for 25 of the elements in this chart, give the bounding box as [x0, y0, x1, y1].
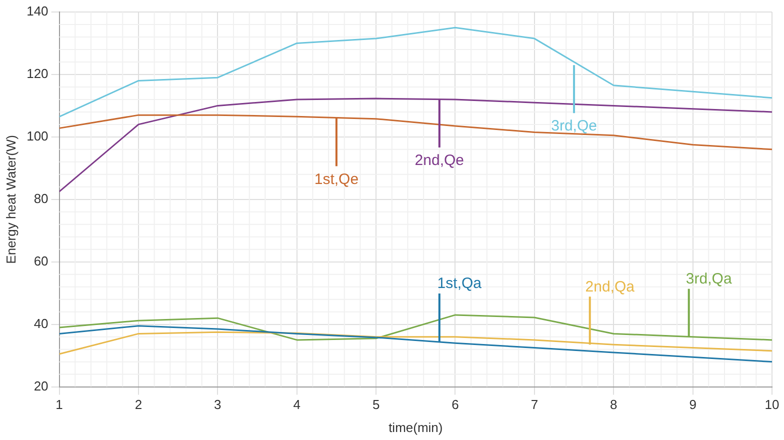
x-tick-label: 9	[689, 397, 696, 412]
x-tick-label: 4	[293, 397, 300, 412]
y-tick-label: 40	[34, 316, 48, 331]
annotation: 2nd,Qe	[414, 152, 464, 170]
x-tick-label: 1	[56, 397, 63, 412]
x-tick-label: 10	[764, 397, 780, 412]
x-axis-title: time(min)	[388, 420, 443, 435]
y-tick-label: 80	[34, 190, 48, 206]
y-tick-label: 140	[26, 4, 48, 19]
x-tick-label: 3	[214, 397, 222, 412]
annotation: 1st,Qe	[314, 170, 359, 188]
y-tick-label: 120	[26, 66, 48, 82]
x-tick-label: 8	[610, 397, 618, 412]
x-tick-label: 6	[452, 397, 459, 412]
y-axis-title: Energy heat Water(W)	[3, 134, 18, 264]
y-tick-label: 20	[34, 378, 48, 394]
y-tick-label: 100	[26, 128, 48, 144]
annotation: 3rd,Qe	[551, 118, 597, 135]
annotation: 3rd,Qa	[686, 270, 732, 288]
x-tick-label: 5	[372, 397, 380, 412]
annotation: 1st,Qa	[437, 275, 482, 292]
annotation: 2nd,Qa	[585, 278, 636, 296]
x-tick-label: 7	[530, 397, 538, 412]
y-tick-label: 60	[34, 253, 48, 268]
x-tick-label: 2	[134, 397, 142, 412]
